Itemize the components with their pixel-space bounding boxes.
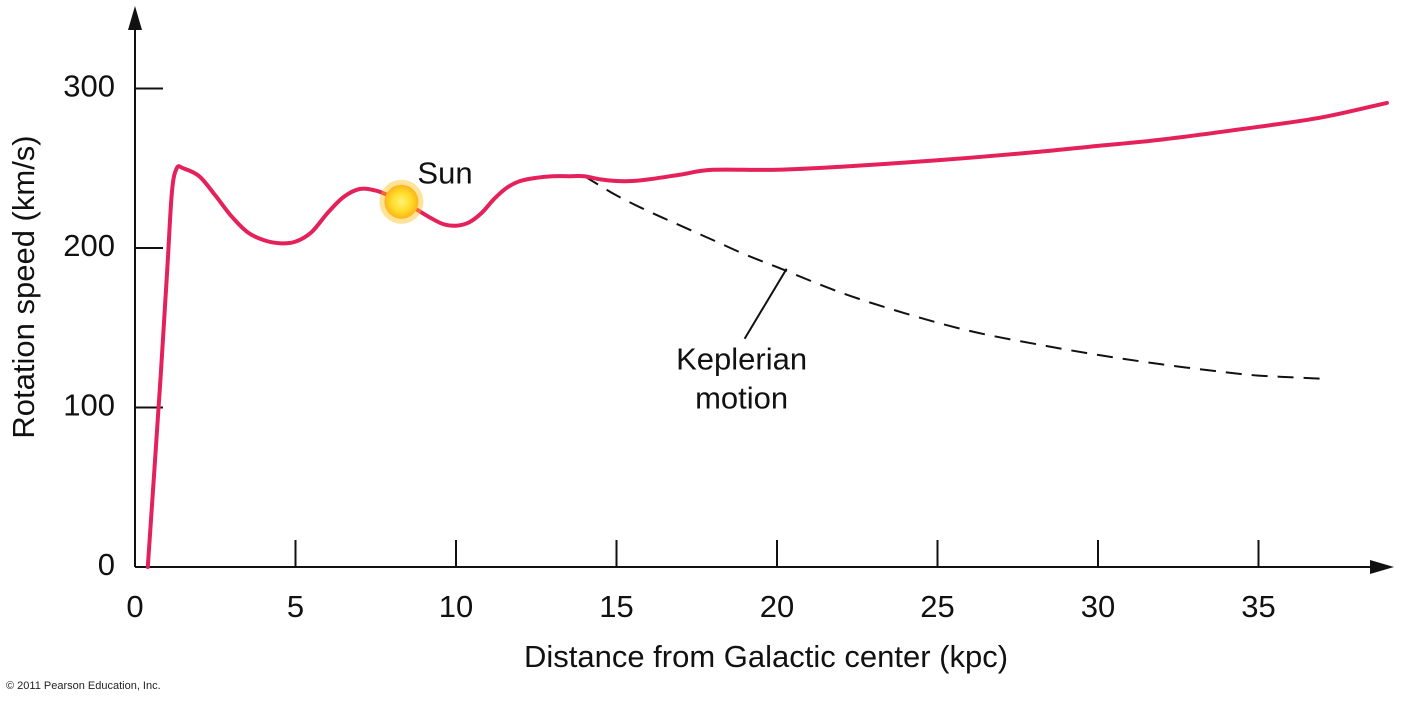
x-tick-label-5: 5 bbox=[287, 589, 304, 624]
keplerian-label-line-2: motion bbox=[695, 381, 788, 416]
y-tick-label-0: 0 bbox=[98, 547, 115, 582]
x-tick-label-20: 20 bbox=[760, 589, 794, 624]
y-tick-label-100: 100 bbox=[63, 388, 115, 423]
x-tick-label-0: 0 bbox=[126, 589, 143, 624]
sun-icon bbox=[384, 184, 419, 219]
sun-label: Sun bbox=[417, 156, 472, 191]
x-axis-arrowhead bbox=[1370, 560, 1394, 574]
x-tick-label-35: 35 bbox=[1241, 589, 1275, 624]
x-tick-label-25: 25 bbox=[920, 589, 954, 624]
series-observed-rotation-curve-line bbox=[145, 100, 1389, 569]
x-axis-title: Distance from Galactic center (kpc) bbox=[524, 639, 1008, 674]
y-ticks: 0 100 200 300 bbox=[63, 69, 163, 582]
copyright-notice: © 2011 Pearson Education, Inc. bbox=[6, 680, 161, 692]
keplerian-leader-line bbox=[743, 268, 788, 340]
x-tick-label-30: 30 bbox=[1081, 589, 1115, 624]
series-keplerian-motion-line bbox=[583, 175, 1323, 380]
axes: 0 5 10 15 20 25 30 35 0 100 200 300 bbox=[63, 6, 1394, 624]
y-axis-arrowhead bbox=[128, 6, 142, 30]
y-tick-label-300: 300 bbox=[63, 69, 115, 104]
keplerian-label-line-1: Keplerian bbox=[676, 342, 807, 377]
x-tick-label-15: 15 bbox=[599, 589, 633, 624]
y-axis-title: Rotation speed (km/s) bbox=[6, 135, 41, 438]
y-tick-label-200: 200 bbox=[63, 228, 115, 263]
x-tick-label-10: 10 bbox=[439, 589, 473, 624]
x-ticks: 0 5 10 15 20 25 30 35 bbox=[126, 540, 1276, 624]
sun-marker bbox=[379, 179, 424, 224]
